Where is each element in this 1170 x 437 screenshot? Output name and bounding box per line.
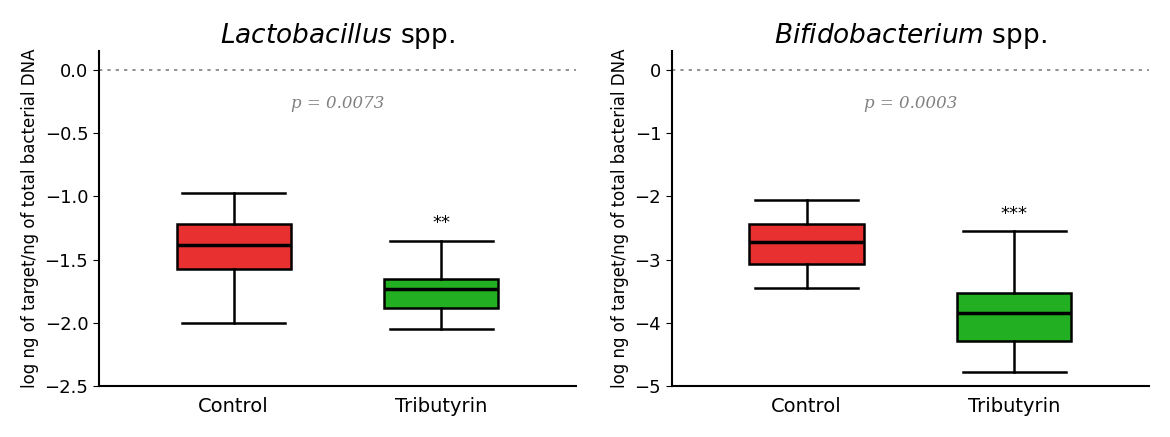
Bar [384,279,498,308]
Title: $\mathit{Bifidobacterium}$ spp.: $\mathit{Bifidobacterium}$ spp. [775,21,1047,51]
Title: $\mathit{Lactobacillus}$ spp.: $\mathit{Lactobacillus}$ spp. [220,21,455,51]
Y-axis label: log ng of target/ng of total bacterial DNA: log ng of target/ng of total bacterial D… [21,49,39,388]
Y-axis label: log ng of target/ng of total bacterial DNA: log ng of target/ng of total bacterial D… [611,49,629,388]
Text: **: ** [432,215,450,232]
Text: p = 0.0003: p = 0.0003 [863,95,957,112]
Text: ***: *** [1000,205,1027,223]
Bar [957,292,1072,340]
Bar [750,224,863,264]
Bar [177,224,291,268]
Text: p = 0.0073: p = 0.0073 [291,95,384,112]
